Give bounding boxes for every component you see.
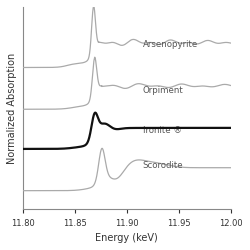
X-axis label: Energy (keV): Energy (keV) (96, 233, 158, 243)
Text: Arsenopyrite: Arsenopyrite (142, 40, 198, 49)
Text: Orpiment: Orpiment (142, 86, 183, 95)
Y-axis label: Normalized Absorption: Normalized Absorption (7, 52, 17, 164)
Text: Ironite ®: Ironite ® (142, 126, 182, 135)
Text: Scorodite: Scorodite (142, 161, 183, 170)
